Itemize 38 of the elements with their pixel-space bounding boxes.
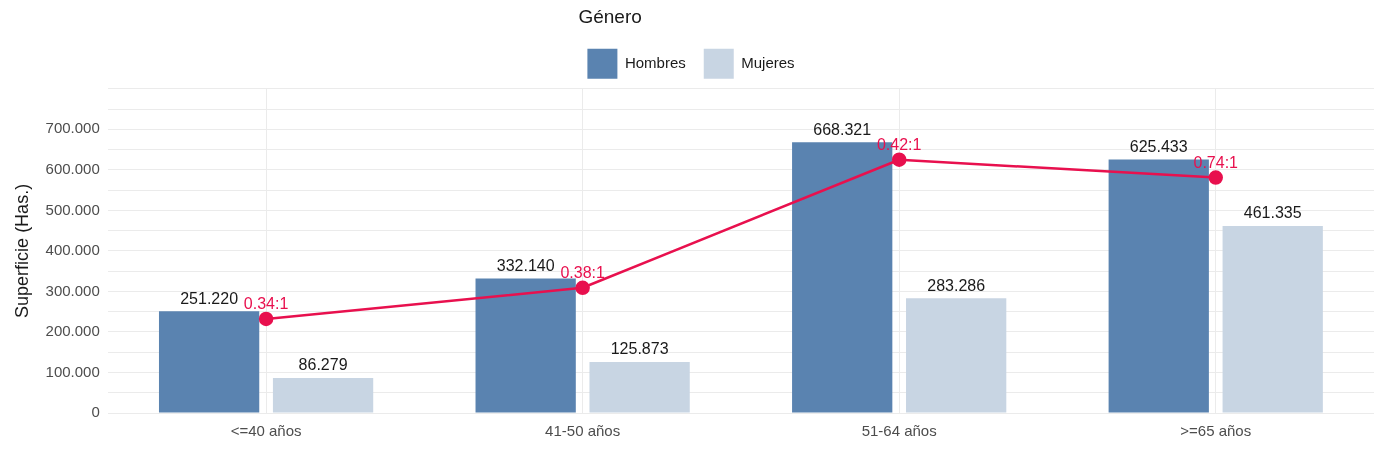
- point: [258, 311, 274, 327]
- y-tick-label: 0: [91, 403, 100, 421]
- data-label: 251.220: [180, 289, 239, 307]
- y-tick-label: 400.000: [45, 241, 100, 259]
- y-axis-title: Superficie (Has.): [11, 183, 32, 318]
- y-tick-label: 500.000: [45, 200, 100, 218]
- data-label: 283.286: [927, 276, 986, 294]
- data-label: 0.38:1: [560, 264, 605, 282]
- y-tick-label: 700.000: [45, 119, 100, 137]
- data-label: 461.335: [1243, 204, 1302, 222]
- data-label: 668.321: [813, 120, 872, 138]
- y-tick-label: 600.000: [45, 159, 100, 177]
- data-label: 0.34:1: [243, 295, 289, 313]
- x-tick-label: >=65 años: [1180, 422, 1252, 440]
- data-label: 0.42:1: [876, 136, 922, 154]
- data-label: 625.433: [1129, 137, 1188, 155]
- y-tick-label: 200.000: [45, 322, 100, 340]
- bar: [589, 361, 690, 413]
- y-tick-label: 300.000: [45, 281, 100, 299]
- data-label: 86.279: [298, 356, 348, 374]
- bar: [272, 378, 374, 413]
- bar: [1222, 226, 1323, 413]
- x-tick-label: 51-64 años: [861, 422, 937, 440]
- bar: [158, 311, 260, 413]
- data-label: 0.74:1: [1193, 153, 1239, 171]
- x-tick-label: 41-50 años: [545, 422, 621, 440]
- legend-title: Género: [578, 5, 642, 27]
- bar: [906, 298, 1007, 413]
- y-tick-label: 100.000: [45, 362, 100, 380]
- legend-label: Mujeres: [741, 53, 795, 71]
- data-label: 125.873: [610, 340, 669, 358]
- x-tick-label: <=40 años: [230, 422, 302, 440]
- point: [575, 280, 590, 296]
- bar: [475, 278, 576, 413]
- point: [1208, 170, 1223, 185]
- point: [891, 152, 907, 167]
- data-label: 332.140: [496, 256, 555, 274]
- legend-label: Hombres: [624, 53, 686, 71]
